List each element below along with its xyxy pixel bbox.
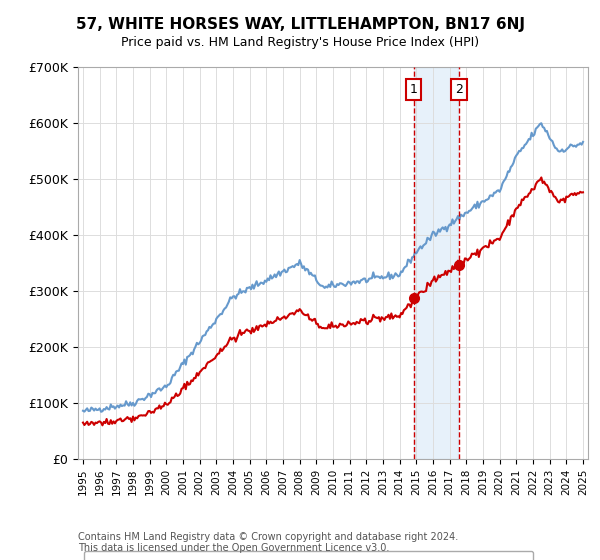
Text: Contains HM Land Registry data © Crown copyright and database right 2024.
This d: Contains HM Land Registry data © Crown c… (78, 531, 458, 553)
Legend: 57, WHITE HORSES WAY, LITTLEHAMPTON, BN17 6NJ (detached house), HPI: Average pri: 57, WHITE HORSES WAY, LITTLEHAMPTON, BN1… (83, 551, 533, 560)
Text: 2: 2 (455, 83, 463, 96)
Text: 1: 1 (410, 83, 418, 96)
Text: 57, WHITE HORSES WAY, LITTLEHAMPTON, BN17 6NJ: 57, WHITE HORSES WAY, LITTLEHAMPTON, BN1… (76, 17, 524, 32)
Text: Price paid vs. HM Land Registry's House Price Index (HPI): Price paid vs. HM Land Registry's House … (121, 36, 479, 49)
